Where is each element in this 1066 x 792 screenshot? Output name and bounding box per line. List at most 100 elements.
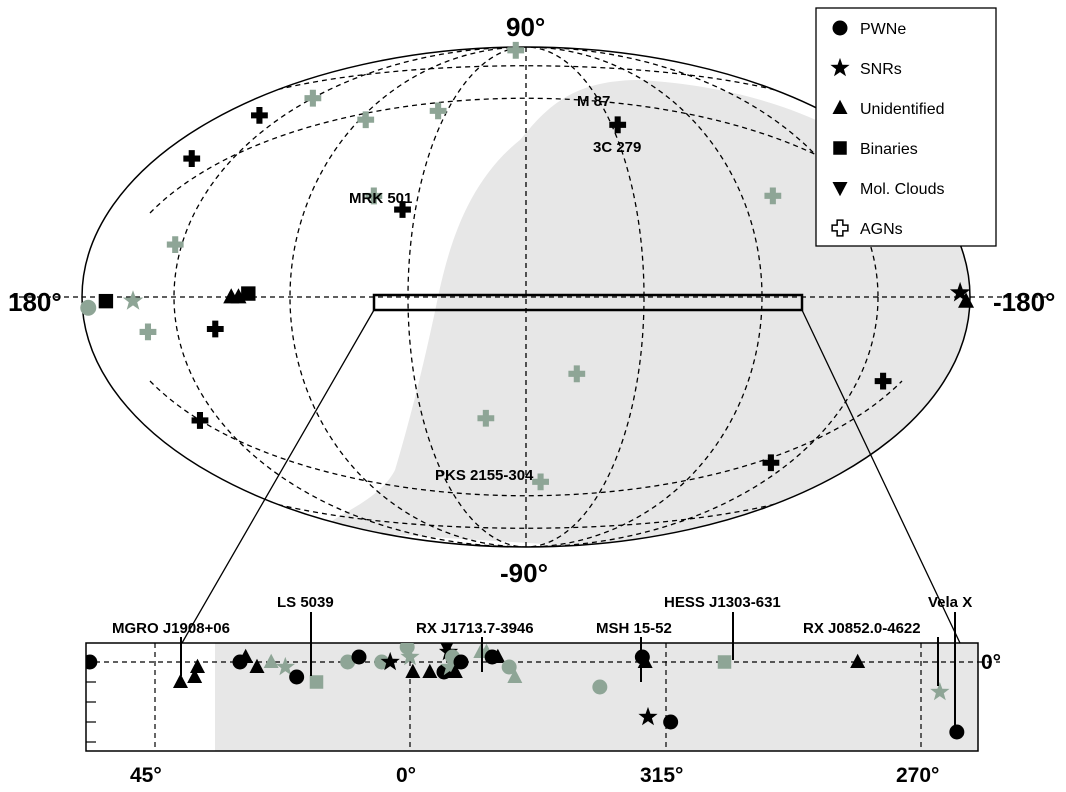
strip-visibility-region <box>215 643 978 751</box>
annotation-mgro: MGRO J1908+06 <box>112 620 230 676</box>
annotation-ls5039: LS 5039 <box>277 594 334 676</box>
strip-marker-39 <box>930 681 950 701</box>
legend-label-2: Unidentified <box>860 101 945 118</box>
strip-marker-13 <box>374 654 390 670</box>
source-label-pks2155: PKS 2155-304 <box>435 467 534 484</box>
legend-marker-1 <box>830 57 850 77</box>
sky-marker-13 <box>568 365 586 383</box>
annotation-msh1552: MSH 15-52 <box>596 620 672 682</box>
annotation-label-rxj1713: RX J1713.7-3946 <box>416 620 534 637</box>
sky-marker-10 <box>166 236 184 253</box>
strip-marker-25 <box>453 654 469 670</box>
legend-box <box>815 7 997 247</box>
annotation-rxj1713: RX J1713.7-3946 <box>416 620 534 672</box>
sky-marker-24 <box>949 281 971 302</box>
strip-marker-32 <box>592 679 608 695</box>
legend-marker-4 <box>832 182 848 197</box>
legend-marker-5 <box>831 219 849 237</box>
legend-entries: PWNe SNRs Unidentified Binaries Mol. Clouds A… <box>830 20 945 238</box>
sky-marker-11 <box>139 323 157 341</box>
strip-marker-15 <box>399 643 415 655</box>
strip-marker-40 <box>949 724 965 740</box>
source-label-m87: M 87 <box>577 93 610 110</box>
sky-marker-3 <box>429 102 447 120</box>
strip-x-tick-45: 45° <box>130 764 162 787</box>
strip-marker-9 <box>289 669 305 685</box>
sky-marker-17 <box>762 454 780 472</box>
legend-marker-0 <box>832 20 848 36</box>
lat-label-bottom: -90° <box>500 558 548 588</box>
strip-marker-14 <box>380 651 400 671</box>
sky-marker-0 <box>507 41 525 59</box>
sky-marker-25 <box>958 292 975 308</box>
sky-marker-22 <box>230 288 247 304</box>
sky-marker-19 <box>98 293 114 309</box>
annotation-label-velax: Vela X <box>928 594 972 611</box>
sky-marker-26 <box>80 299 97 316</box>
legend-marker-2 <box>832 99 848 114</box>
sky-marker-18 <box>532 473 549 491</box>
strip-marker-10 <box>309 675 324 689</box>
strip-marker-18 <box>422 663 438 678</box>
strip-marker-1 <box>173 673 188 688</box>
sky-boundary <box>81 46 971 548</box>
strip-marker-24 <box>447 663 463 678</box>
sky-map: 90° -90° 180° -180° M 87 3C 279 MRK 501 … <box>8 12 1055 644</box>
strip-marker-0 <box>86 654 98 670</box>
annotation-label-rxj0852: RX J0852.0-4622 <box>803 620 921 637</box>
strip-x-tick-270: 270° <box>896 764 939 787</box>
annotation-label-mgro: MGRO J1908+06 <box>112 620 230 637</box>
annotation-rxj0852: RX J0852.0-4622 <box>803 620 939 686</box>
legend-label-3: Binaries <box>860 141 918 158</box>
sky-marker-2 <box>357 111 375 129</box>
sky-marker-15 <box>191 412 209 429</box>
legend-label-4: Mol. Clouds <box>860 181 944 198</box>
strip-marker-37 <box>717 655 732 669</box>
annotation-velax: Vela X <box>928 594 972 730</box>
sky-marker-12 <box>206 320 224 338</box>
annotation-label-msh1552: MSH 15-52 <box>596 620 672 637</box>
annotation-label-ls5039: LS 5039 <box>277 594 334 611</box>
strip-x-tick-0: 0° <box>396 764 416 787</box>
strip-marker-11 <box>340 654 356 670</box>
zoom-region-box <box>372 293 804 312</box>
strip-marker-12 <box>351 649 367 665</box>
strip-marker-16 <box>400 646 420 666</box>
annotation-hess1303: HESS J1303-631 <box>664 594 781 660</box>
legend-label-5: AGNs <box>860 221 903 238</box>
strip-frame <box>85 642 979 752</box>
sky-marker-9 <box>764 187 782 205</box>
strip-marker-36 <box>663 714 679 730</box>
strip-marker-6 <box>249 658 265 673</box>
strip-marker-30 <box>501 659 517 675</box>
strip-marker-5 <box>238 648 254 663</box>
legend-marker-3 <box>833 141 847 155</box>
annotation-label-hess1303: HESS J1303-631 <box>664 594 781 611</box>
lat-label-top: 90° <box>506 12 545 42</box>
lon-label-right: -180° <box>993 287 1055 317</box>
strip-markers <box>86 643 965 740</box>
visibility-region <box>320 80 970 547</box>
zoom-line-right <box>801 309 961 644</box>
strip-marker-38 <box>850 653 866 668</box>
strip-marker-17 <box>405 663 421 678</box>
legend: PWNe SNRs Unidentified Binaries Mol. Clouds A… <box>815 7 997 247</box>
sky-marker-16 <box>477 409 495 427</box>
source-label-mrk501: MRK 501 <box>349 190 412 207</box>
lon-label-left: 180° <box>8 287 62 317</box>
strip-marker-2 <box>187 668 203 683</box>
strip-marker-3 <box>190 658 205 673</box>
strip-x-tick-315: 315° <box>640 764 683 787</box>
strip-marker-22 <box>440 656 460 676</box>
sky-marker-1 <box>304 89 322 107</box>
sky-marker-6 <box>609 116 627 134</box>
sky-marker-20 <box>241 286 256 301</box>
strip-y-tick-0: 0° <box>981 651 1001 674</box>
sky-marker-5 <box>183 150 201 167</box>
strip-marker-8 <box>275 656 295 676</box>
zoom-line-left <box>181 309 375 644</box>
source-label-3c279: 3C 279 <box>593 139 641 156</box>
sky-marker-8 <box>365 187 383 205</box>
strip-marker-7 <box>263 653 279 668</box>
